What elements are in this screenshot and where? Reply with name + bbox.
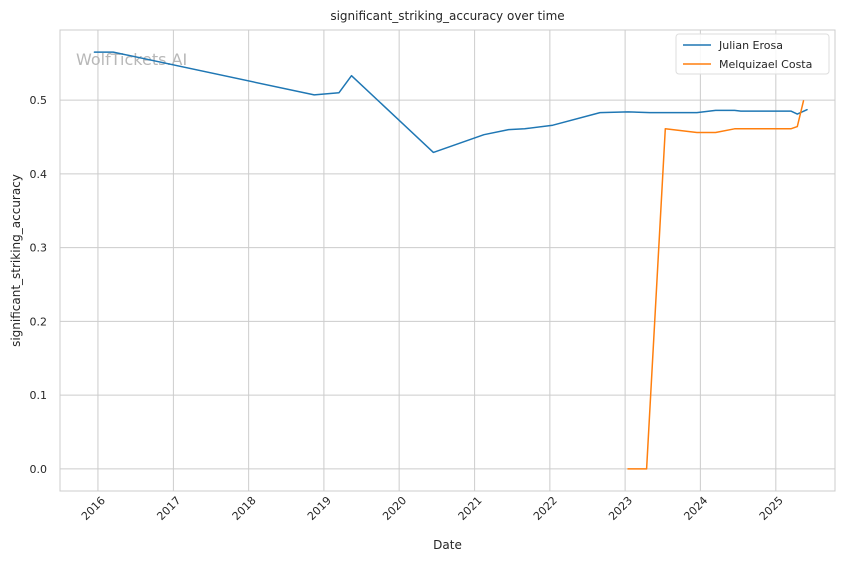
series-layer <box>93 51 808 470</box>
x-axis-ticks: 2016 2017 2018 2019 2020 2021 2022 2023 2024 2025 <box>79 494 786 523</box>
watermark: WolfTickets.AI <box>76 50 187 69</box>
legend-label-1: Melquizael Costa <box>719 58 812 71</box>
chart-title: significant_striking_accuracy over time <box>330 9 564 23</box>
grid <box>60 30 835 491</box>
plot-frame <box>59 29 836 492</box>
y-axis-label: significant_striking_accuracy <box>9 174 23 347</box>
legend-box <box>675 33 830 75</box>
y-tick-label: 0.0 <box>30 463 48 476</box>
y-tick-label: 0.3 <box>30 242 48 255</box>
series-line-0 <box>93 51 808 154</box>
legend-label-0: Julian Erosa <box>718 39 783 52</box>
y-tick-label: 0.1 <box>30 389 48 402</box>
legend: Julian Erosa Melquizael Costa <box>675 33 830 75</box>
y-axis-ticks: 0.0 0.1 0.2 0.3 0.4 0.5 <box>30 94 48 476</box>
x-axis-label: Date <box>433 538 462 552</box>
y-tick-label: 0.2 <box>30 315 48 328</box>
y-tick-label: 0.4 <box>30 168 48 181</box>
y-tick-label: 0.5 <box>30 94 48 107</box>
series-line-1 <box>627 100 805 470</box>
